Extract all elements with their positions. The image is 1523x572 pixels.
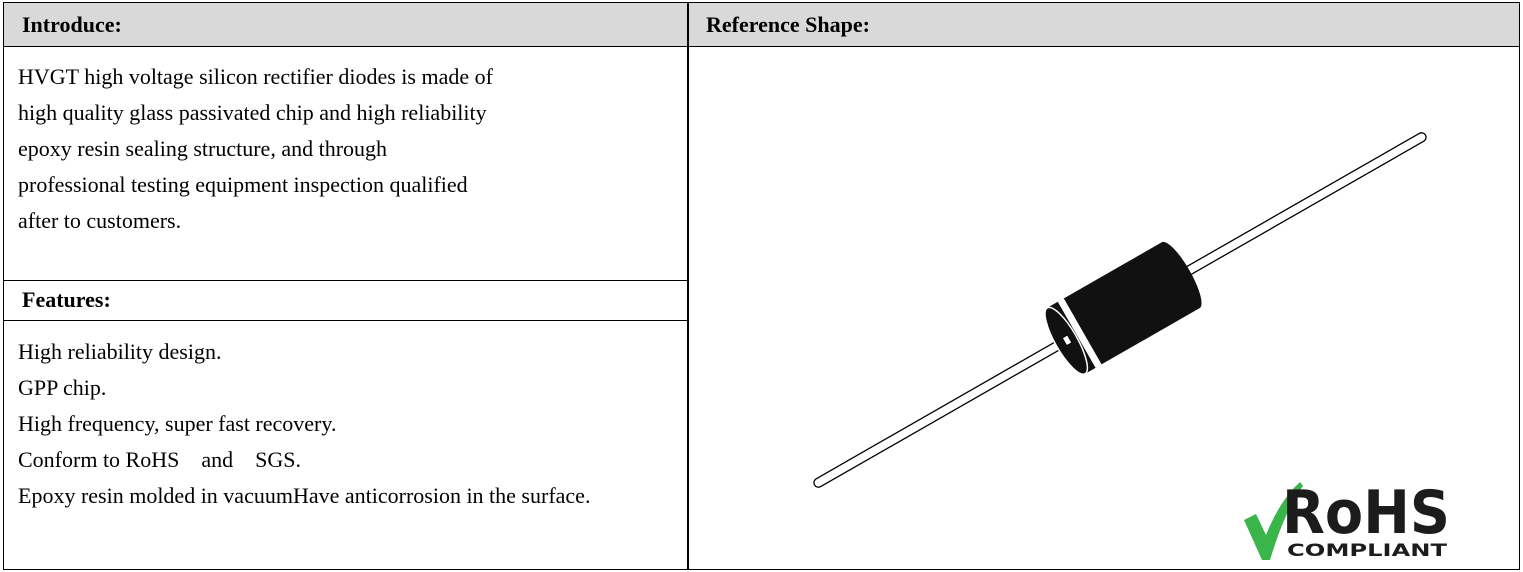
rohs-compliant: COMPLIANT: [1287, 541, 1448, 561]
feature-item: High frequency, super fast recovery.: [18, 411, 337, 436]
text-line: epoxy resin sealing structure, and throu…: [18, 136, 388, 161]
text-line: HVGT high voltage silicon rectifier diod…: [18, 64, 493, 89]
features-header: Features:: [4, 280, 687, 321]
body-end: [1159, 241, 1202, 309]
table: [3, 2, 1520, 570]
features-cell: High reliability design. GPP chip. High …: [4, 334, 687, 570]
rohs-logo: RoHS: [1282, 478, 1450, 548]
feature-item: Epoxy resin molded in vacuumHave anticor…: [18, 483, 591, 508]
introduce-header: Introduce:: [4, 3, 688, 47]
text-line: professional testing equipment inspectio…: [18, 172, 468, 197]
reference-header: Reference Shape:: [688, 3, 1519, 47]
feature-item: High reliability design.: [18, 339, 222, 364]
feature-item: Conform to RoHS and SGS.: [18, 447, 301, 472]
text-line: high quality glass passivated chip and h…: [18, 100, 487, 125]
column-divider: [687, 3, 689, 570]
wire-stub: [1061, 334, 1073, 347]
text-line: after to customers.: [18, 208, 182, 233]
diode: [813, 132, 1427, 488]
cathode-band: [1057, 298, 1102, 368]
introduce-cell: HVGT high voltage silicon rectifier diod…: [4, 59, 687, 279]
feature-item: GPP chip.: [18, 375, 107, 400]
check-mark: [1244, 482, 1303, 560]
